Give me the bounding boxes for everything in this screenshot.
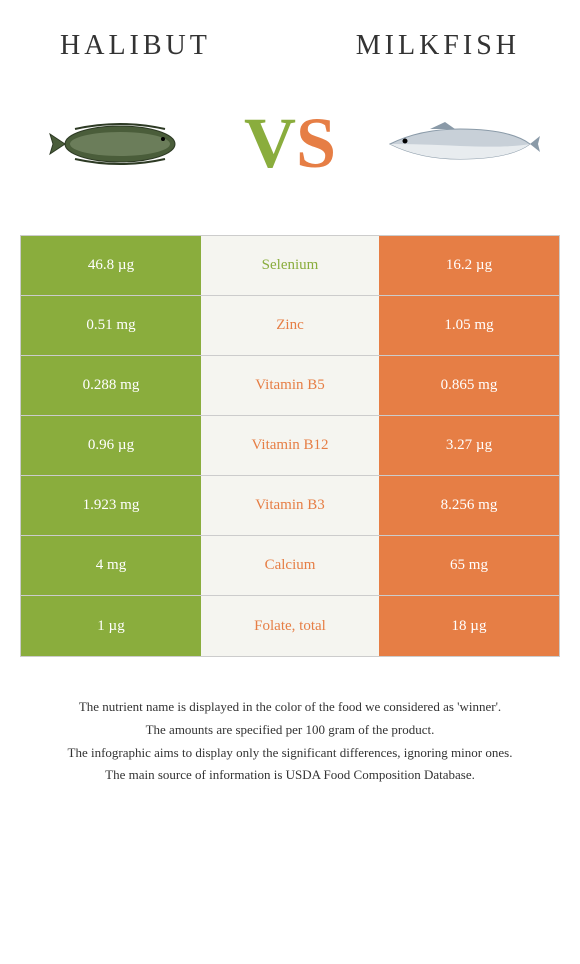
- table-row: 1.923 mgVitamin B38.256 mg: [21, 476, 559, 536]
- header: Halibut Milkfish: [20, 30, 560, 62]
- vs-section: VS: [20, 102, 560, 185]
- table-row: 4 mgCalcium65 mg: [21, 536, 559, 596]
- left-value: 0.96 µg: [21, 416, 201, 475]
- left-food-title: Halibut: [60, 30, 211, 62]
- right-value: 8.256 mg: [379, 476, 559, 535]
- left-value: 46.8 µg: [21, 236, 201, 295]
- right-value: 16.2 µg: [379, 236, 559, 295]
- left-value: 1.923 mg: [21, 476, 201, 535]
- table-row: 1 µgFolate, total18 µg: [21, 596, 559, 656]
- nutrient-name: Folate, total: [201, 596, 379, 656]
- footer-line-3: The infographic aims to display only the…: [30, 743, 550, 764]
- right-food-title: Milkfish: [356, 30, 520, 62]
- nutrient-name: Vitamin B3: [201, 476, 379, 535]
- footer-line-4: The main source of information is USDA F…: [30, 765, 550, 786]
- left-value: 1 µg: [21, 596, 201, 656]
- nutrient-name: Calcium: [201, 536, 379, 595]
- footer-notes: The nutrient name is displayed in the co…: [20, 697, 560, 786]
- vs-label: VS: [244, 102, 336, 185]
- nutrient-name: Zinc: [201, 296, 379, 355]
- vs-v-letter: V: [244, 103, 296, 183]
- halibut-icon: [40, 104, 200, 184]
- footer-line-1: The nutrient name is displayed in the co…: [30, 697, 550, 718]
- nutrient-name: Vitamin B5: [201, 356, 379, 415]
- footer-line-2: The amounts are specified per 100 gram o…: [30, 720, 550, 741]
- right-value: 1.05 mg: [379, 296, 559, 355]
- right-value: 0.865 mg: [379, 356, 559, 415]
- left-value: 4 mg: [21, 536, 201, 595]
- table-row: 0.96 µgVitamin B123.27 µg: [21, 416, 559, 476]
- table-row: 0.288 mgVitamin B50.865 mg: [21, 356, 559, 416]
- table-row: 46.8 µgSelenium16.2 µg: [21, 236, 559, 296]
- left-value: 0.288 mg: [21, 356, 201, 415]
- vs-s-letter: S: [296, 103, 336, 183]
- table-row: 0.51 mgZinc1.05 mg: [21, 296, 559, 356]
- nutrient-name: Selenium: [201, 236, 379, 295]
- infographic-container: Halibut Milkfish VS: [0, 0, 580, 818]
- left-value: 0.51 mg: [21, 296, 201, 355]
- right-value: 18 µg: [379, 596, 559, 656]
- nutrient-name: Vitamin B12: [201, 416, 379, 475]
- nutrient-table: 46.8 µgSelenium16.2 µg0.51 mgZinc1.05 mg…: [20, 235, 560, 657]
- right-value: 3.27 µg: [379, 416, 559, 475]
- right-value: 65 mg: [379, 536, 559, 595]
- milkfish-icon: [380, 104, 540, 184]
